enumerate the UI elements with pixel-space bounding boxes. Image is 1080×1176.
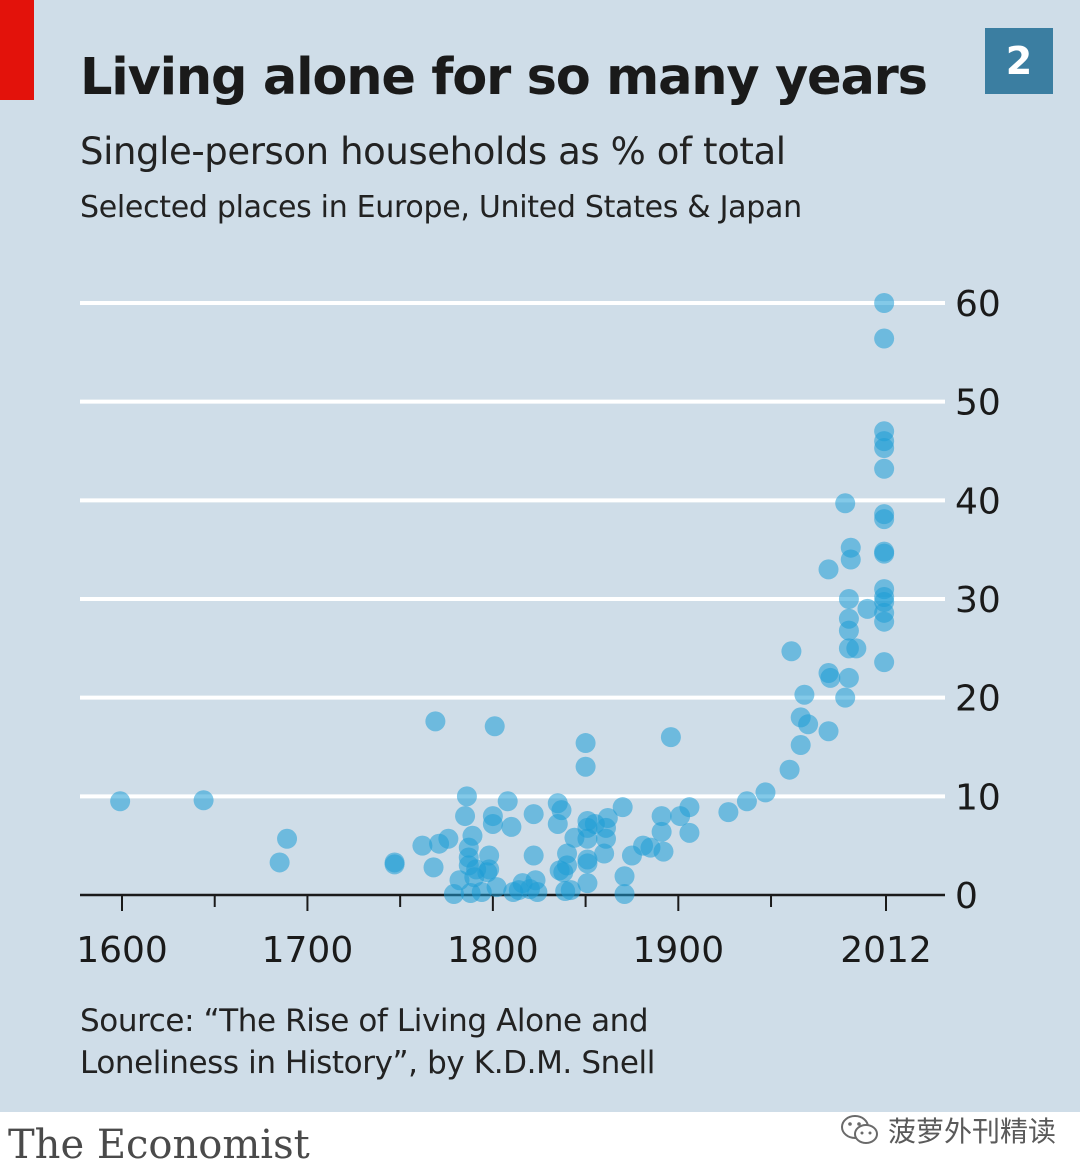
data-point <box>874 458 895 479</box>
chart-number-badge: 2 <box>985 28 1053 94</box>
source-note: Source: “The Rise of Living Alone and Lo… <box>80 1000 655 1084</box>
data-point <box>384 852 405 873</box>
data-point <box>486 877 507 898</box>
data-point <box>577 873 598 894</box>
data-point <box>818 559 839 580</box>
data-point <box>838 608 859 629</box>
y-tick-label-30: 30 <box>955 580 1001 621</box>
data-point <box>456 786 477 807</box>
data-point <box>835 493 856 514</box>
data-point <box>412 835 433 856</box>
data-point <box>857 598 878 619</box>
chart-panel <box>0 0 1080 1112</box>
data-point <box>479 859 500 880</box>
data-point <box>840 537 861 558</box>
data-point <box>790 735 811 756</box>
data-point <box>277 828 298 849</box>
data-point <box>575 733 596 754</box>
accent-bar <box>0 0 34 100</box>
x-tick-label-1800: 1800 <box>447 930 539 971</box>
data-point <box>874 438 895 459</box>
data-point <box>779 759 800 780</box>
data-point <box>614 866 635 887</box>
data-point <box>874 328 895 349</box>
x-axis-labels: 1600 1700 1800 1900 2012 <box>76 930 932 971</box>
data-point <box>874 543 895 564</box>
data-point <box>484 716 505 737</box>
data-point <box>838 667 859 688</box>
source-line-1: Source: “The Rise of Living Alone and <box>80 1003 649 1039</box>
data-point <box>679 822 700 843</box>
wechat-icon <box>841 1115 878 1144</box>
data-point <box>612 797 633 818</box>
data-points <box>110 293 895 905</box>
data-point <box>557 855 578 876</box>
chart-subtitle: Single-person households as % of total <box>80 130 786 173</box>
y-tick-label-20: 20 <box>955 679 1001 720</box>
data-point <box>551 800 572 821</box>
data-point <box>462 825 483 846</box>
data-point <box>575 756 596 777</box>
data-point <box>755 782 776 803</box>
y-tick-label-60: 60 <box>955 284 1001 325</box>
data-point <box>110 791 131 812</box>
x-tick-label-1700: 1700 <box>262 930 354 971</box>
data-point <box>736 791 757 812</box>
data-point <box>501 816 522 837</box>
data-point <box>527 882 548 903</box>
y-axis-labels: 0 10 20 30 40 50 60 <box>955 284 1001 917</box>
data-point <box>874 652 895 673</box>
data-point <box>423 857 444 878</box>
data-point <box>820 667 841 688</box>
data-point <box>781 641 802 662</box>
data-point <box>577 853 598 874</box>
data-point <box>660 727 681 748</box>
data-point <box>651 806 672 827</box>
chart-title: Living alone for so many years <box>80 48 928 107</box>
data-point <box>818 721 839 742</box>
x-tick-label-1900: 1900 <box>632 930 724 971</box>
data-point <box>577 828 598 849</box>
x-tick-label-1600: 1600 <box>76 930 168 971</box>
data-point <box>425 711 446 732</box>
chart-description: Selected places in Europe, United States… <box>80 190 802 225</box>
data-point <box>193 790 214 811</box>
data-point <box>874 293 895 313</box>
data-point <box>653 841 674 862</box>
data-point <box>497 791 518 812</box>
data-point <box>835 687 856 708</box>
data-point <box>455 806 476 827</box>
data-point <box>523 845 544 866</box>
data-point <box>794 684 815 705</box>
data-point <box>594 843 615 864</box>
data-point <box>597 808 618 829</box>
data-point <box>874 509 895 530</box>
data-point <box>560 880 581 901</box>
watermark: 菠萝外刊精读 <box>840 1110 1056 1150</box>
data-point <box>269 852 290 873</box>
data-point <box>482 813 503 834</box>
source-line-2: Loneliness in History”, by K.D.M. Snell <box>80 1045 655 1081</box>
scatter-chart: 0 10 20 30 40 50 60 1600 1700 1800 1900 2012 <box>76 284 1001 971</box>
y-tick-label-10: 10 <box>955 777 1001 818</box>
data-point <box>479 845 500 866</box>
watermark-text: 菠萝外刊精读 <box>888 1115 1057 1148</box>
data-point <box>838 589 859 609</box>
data-point <box>438 828 459 849</box>
x-tick-label-2012: 2012 <box>840 930 932 971</box>
data-point <box>651 821 672 842</box>
data-point <box>874 611 895 632</box>
data-point <box>614 884 635 905</box>
data-point <box>523 804 544 825</box>
data-point <box>798 714 819 735</box>
y-tick-label-50: 50 <box>955 383 1001 424</box>
y-tick-label-0: 0 <box>955 876 978 917</box>
data-point <box>679 797 700 818</box>
data-point <box>718 802 739 823</box>
economist-logo: The Economist <box>8 1122 310 1168</box>
y-tick-label-40: 40 <box>955 481 1001 522</box>
data-point <box>846 638 867 659</box>
